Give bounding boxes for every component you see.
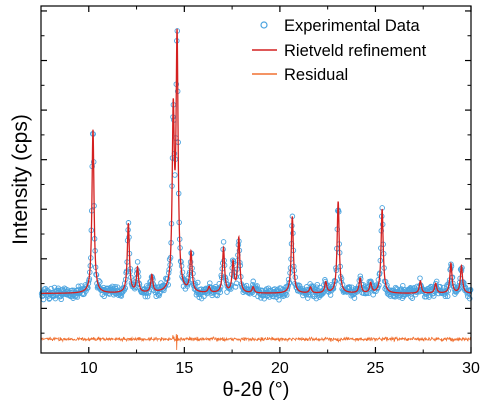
experimental-point <box>156 292 162 299</box>
legend: Experimental Data Rietveld refinement Re… <box>252 17 427 84</box>
x-axis-label: θ-2θ (°) <box>223 379 290 401</box>
experimental-point <box>314 284 320 290</box>
experimental-point <box>96 277 102 284</box>
experimental-point <box>142 293 149 300</box>
experimental-point <box>254 283 260 289</box>
experimental-point <box>284 285 291 291</box>
legend-label-rietveld: Rietveld refinement <box>284 42 427 60</box>
legend-label-experimental: Experimental Data <box>284 17 421 35</box>
experimental-point <box>214 292 221 299</box>
experimental-point <box>228 286 234 292</box>
experimental-point <box>114 284 121 290</box>
experimental-point <box>217 289 224 295</box>
experimental-point <box>57 293 64 300</box>
x-tick-label: 15 <box>175 360 193 377</box>
experimental-point <box>109 283 116 290</box>
experimental-point <box>285 276 292 283</box>
plot-frame <box>40 5 472 354</box>
experimental-point <box>444 293 451 300</box>
experimental-point <box>408 294 414 300</box>
legend-label-residual: Residual <box>284 66 348 84</box>
experimental-point <box>351 295 358 301</box>
experimental-point <box>437 283 443 290</box>
experimental-point <box>417 275 423 281</box>
x-tick-label: 25 <box>367 360 385 377</box>
experimental-point <box>296 282 303 289</box>
experimental-point <box>313 295 320 302</box>
experimental-point <box>144 293 151 300</box>
series-experimental <box>38 28 474 303</box>
series-rietveld-line <box>41 28 472 294</box>
experimental-point <box>220 239 227 245</box>
x-tick-label: 10 <box>80 360 98 377</box>
experimental-point <box>304 295 311 301</box>
experimental-point <box>195 279 201 286</box>
legend-marker-experimental <box>260 21 268 29</box>
x-tick-label: 30 <box>462 360 480 377</box>
series-residual-line <box>40 333 472 351</box>
experimental-point <box>409 295 416 301</box>
x-tick-label: 20 <box>271 360 289 377</box>
experimental-point <box>466 295 473 302</box>
experimental-point <box>314 281 321 288</box>
experimental-point <box>232 284 239 290</box>
experimental-point <box>134 259 141 265</box>
y-axis-label: Intensity (cps) <box>9 114 32 245</box>
experimental-point <box>433 278 440 285</box>
experimental-point <box>172 172 178 178</box>
experimental-point <box>250 278 256 285</box>
